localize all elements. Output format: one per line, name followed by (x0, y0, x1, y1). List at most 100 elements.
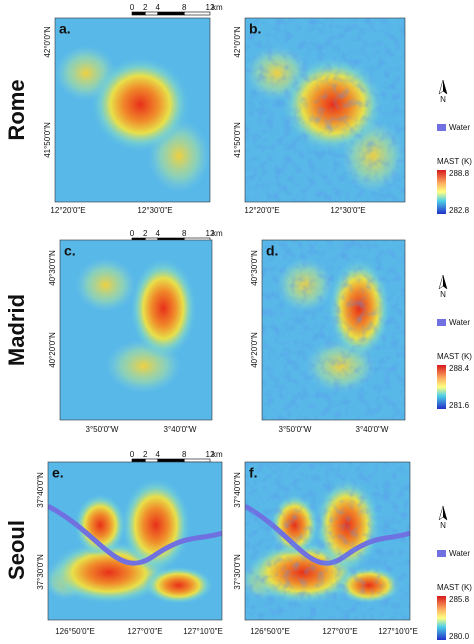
longitude-label: 12°30'0"E (137, 206, 172, 215)
texture (245, 462, 410, 620)
north-arrow-outline (438, 505, 444, 521)
water-swatch (437, 124, 446, 131)
colorbar-title: MAST (K) (437, 157, 472, 166)
scale-bar-label: 12 (206, 229, 215, 238)
scale-bar-label: km (212, 3, 223, 12)
panel-letter: d. (266, 243, 278, 259)
map-frame (261, 239, 406, 421)
panel-letter: e. (52, 465, 64, 481)
scale-bar-label: 2 (143, 3, 148, 12)
map-frame (59, 239, 213, 421)
scale-bar-label: 12 (206, 3, 215, 12)
heat-area (121, 477, 191, 573)
longitude-label: 126°50'0"E (55, 627, 95, 636)
panel-letter: f. (249, 465, 258, 481)
scale-bar-label: 0 (130, 229, 135, 238)
map-panel: a. 42°0'0"N 41°50'0"N 12°20'0"E 12°30'0"E (43, 17, 211, 215)
scale-bar-label: km (212, 229, 223, 238)
water-label: Water (449, 318, 470, 327)
map-image (245, 18, 405, 202)
latitude-label: 37°30'0"N (36, 554, 45, 590)
colorbar-min: 280.0 (449, 632, 470, 641)
longitude-label: 3°40'0"W (356, 425, 389, 434)
north-arrow (442, 79, 448, 95)
scale-bar-segment (183, 11, 211, 16)
map-image (60, 240, 212, 420)
water-swatch (437, 319, 446, 326)
north-arrow (442, 505, 448, 521)
longitude-label: 3°50'0"W (86, 425, 119, 434)
river (48, 504, 222, 566)
colorbar-max: 285.8 (449, 595, 470, 604)
north-label: N (440, 521, 446, 530)
scale-bar-label: 0 (130, 3, 135, 12)
heat-area (143, 566, 214, 605)
texture (245, 18, 405, 202)
latitude-label: 41°50'0"N (233, 122, 242, 158)
colorbar-min: 281.6 (449, 401, 470, 410)
colorbar (437, 170, 446, 214)
colorbar-title: MAST (K) (437, 352, 472, 361)
map-panel: d. 40°30'0"N 40°20'0"N 3°50'0"W 3°40'0"W (250, 239, 406, 434)
longitude-label: 12°20'0"E (244, 206, 279, 215)
scale-bar-label: 8 (182, 229, 187, 238)
north-label: N (440, 290, 446, 299)
map-panel: c. 40°30'0"N 40°20'0"N 3°50'0"W 3°40'0"W (48, 239, 213, 434)
panel-letter: b. (249, 21, 261, 37)
scale-bar-segment (157, 458, 185, 463)
city-label: Seoul (4, 520, 29, 580)
longitude-label: 126°50'0"E (250, 627, 290, 636)
longitude-label: 12°20'0"E (50, 206, 85, 215)
latitude-label: 37°30'0"N (233, 554, 242, 590)
map-image (48, 462, 222, 620)
colorbar-max: 288.4 (449, 364, 470, 373)
latitude-label: 40°30'0"N (48, 250, 57, 286)
map-frame (54, 17, 211, 203)
heat-area (129, 258, 197, 359)
scale-bar-segment (183, 458, 211, 463)
heat-area (74, 493, 127, 557)
map-image (55, 18, 210, 202)
scale-bar-label: 12 (206, 450, 215, 459)
scale-bar-label: km (212, 450, 223, 459)
panel-letter: c. (64, 243, 76, 259)
map-panel: b. 42°0'0"N 41°50'0"N 12°20'0"E 12°30'0"E (233, 17, 406, 215)
scale-bar-segment (131, 11, 146, 16)
map-panel: f. 37°40'0"N 37°30'0"N 126°50'0"E 127°0'0"E 1… (233, 461, 418, 636)
texture (262, 240, 405, 420)
scale-bar-label: 2 (143, 450, 148, 459)
latitude-label: 37°40'0"N (233, 472, 242, 508)
scale-bar-segment (157, 11, 185, 16)
scale-bar-segment (144, 458, 159, 463)
colorbar-min: 282.8 (449, 206, 470, 215)
colorbar-max: 288.8 (449, 169, 470, 178)
scale-bar-label: 4 (156, 229, 161, 238)
scale-bar-label: 0 (130, 450, 135, 459)
latitude-label: 40°20'0"N (48, 332, 57, 368)
water-label: Water (449, 549, 470, 558)
longitude-label: 127°10'0"E (183, 627, 223, 636)
scale-bar-label: 8 (182, 3, 187, 12)
longitude-label: 3°40'0"W (164, 425, 197, 434)
latitude-label: 41°50'0"N (43, 122, 52, 158)
longitude-label: 127°0'0"E (127, 627, 162, 636)
map-image (245, 462, 410, 620)
map-frame (244, 17, 406, 203)
city-label: Rome (4, 79, 29, 140)
warm-area (75, 258, 136, 312)
scale-bar-label: 4 (156, 450, 161, 459)
map-panel: e. 37°40'0"N 37°30'0"N 126°50'0"E 127°0'0"E 1… (36, 461, 223, 636)
longitude-label: 12°30'0"E (330, 206, 365, 215)
longitude-label: 3°50'0"W (279, 425, 312, 434)
longitude-label: 127°10'0"E (378, 627, 418, 636)
longitude-label: 127°0'0"E (322, 627, 357, 636)
scale-bar-label: 4 (156, 3, 161, 12)
scale-bar-segment (144, 11, 159, 16)
north-arrow (442, 274, 448, 290)
latitude-label: 37°40'0"N (36, 472, 45, 508)
panel-letter: a. (59, 21, 71, 37)
north-label: N (440, 95, 446, 104)
north-arrow-outline (438, 274, 444, 290)
scale-bar-segment (131, 458, 146, 463)
